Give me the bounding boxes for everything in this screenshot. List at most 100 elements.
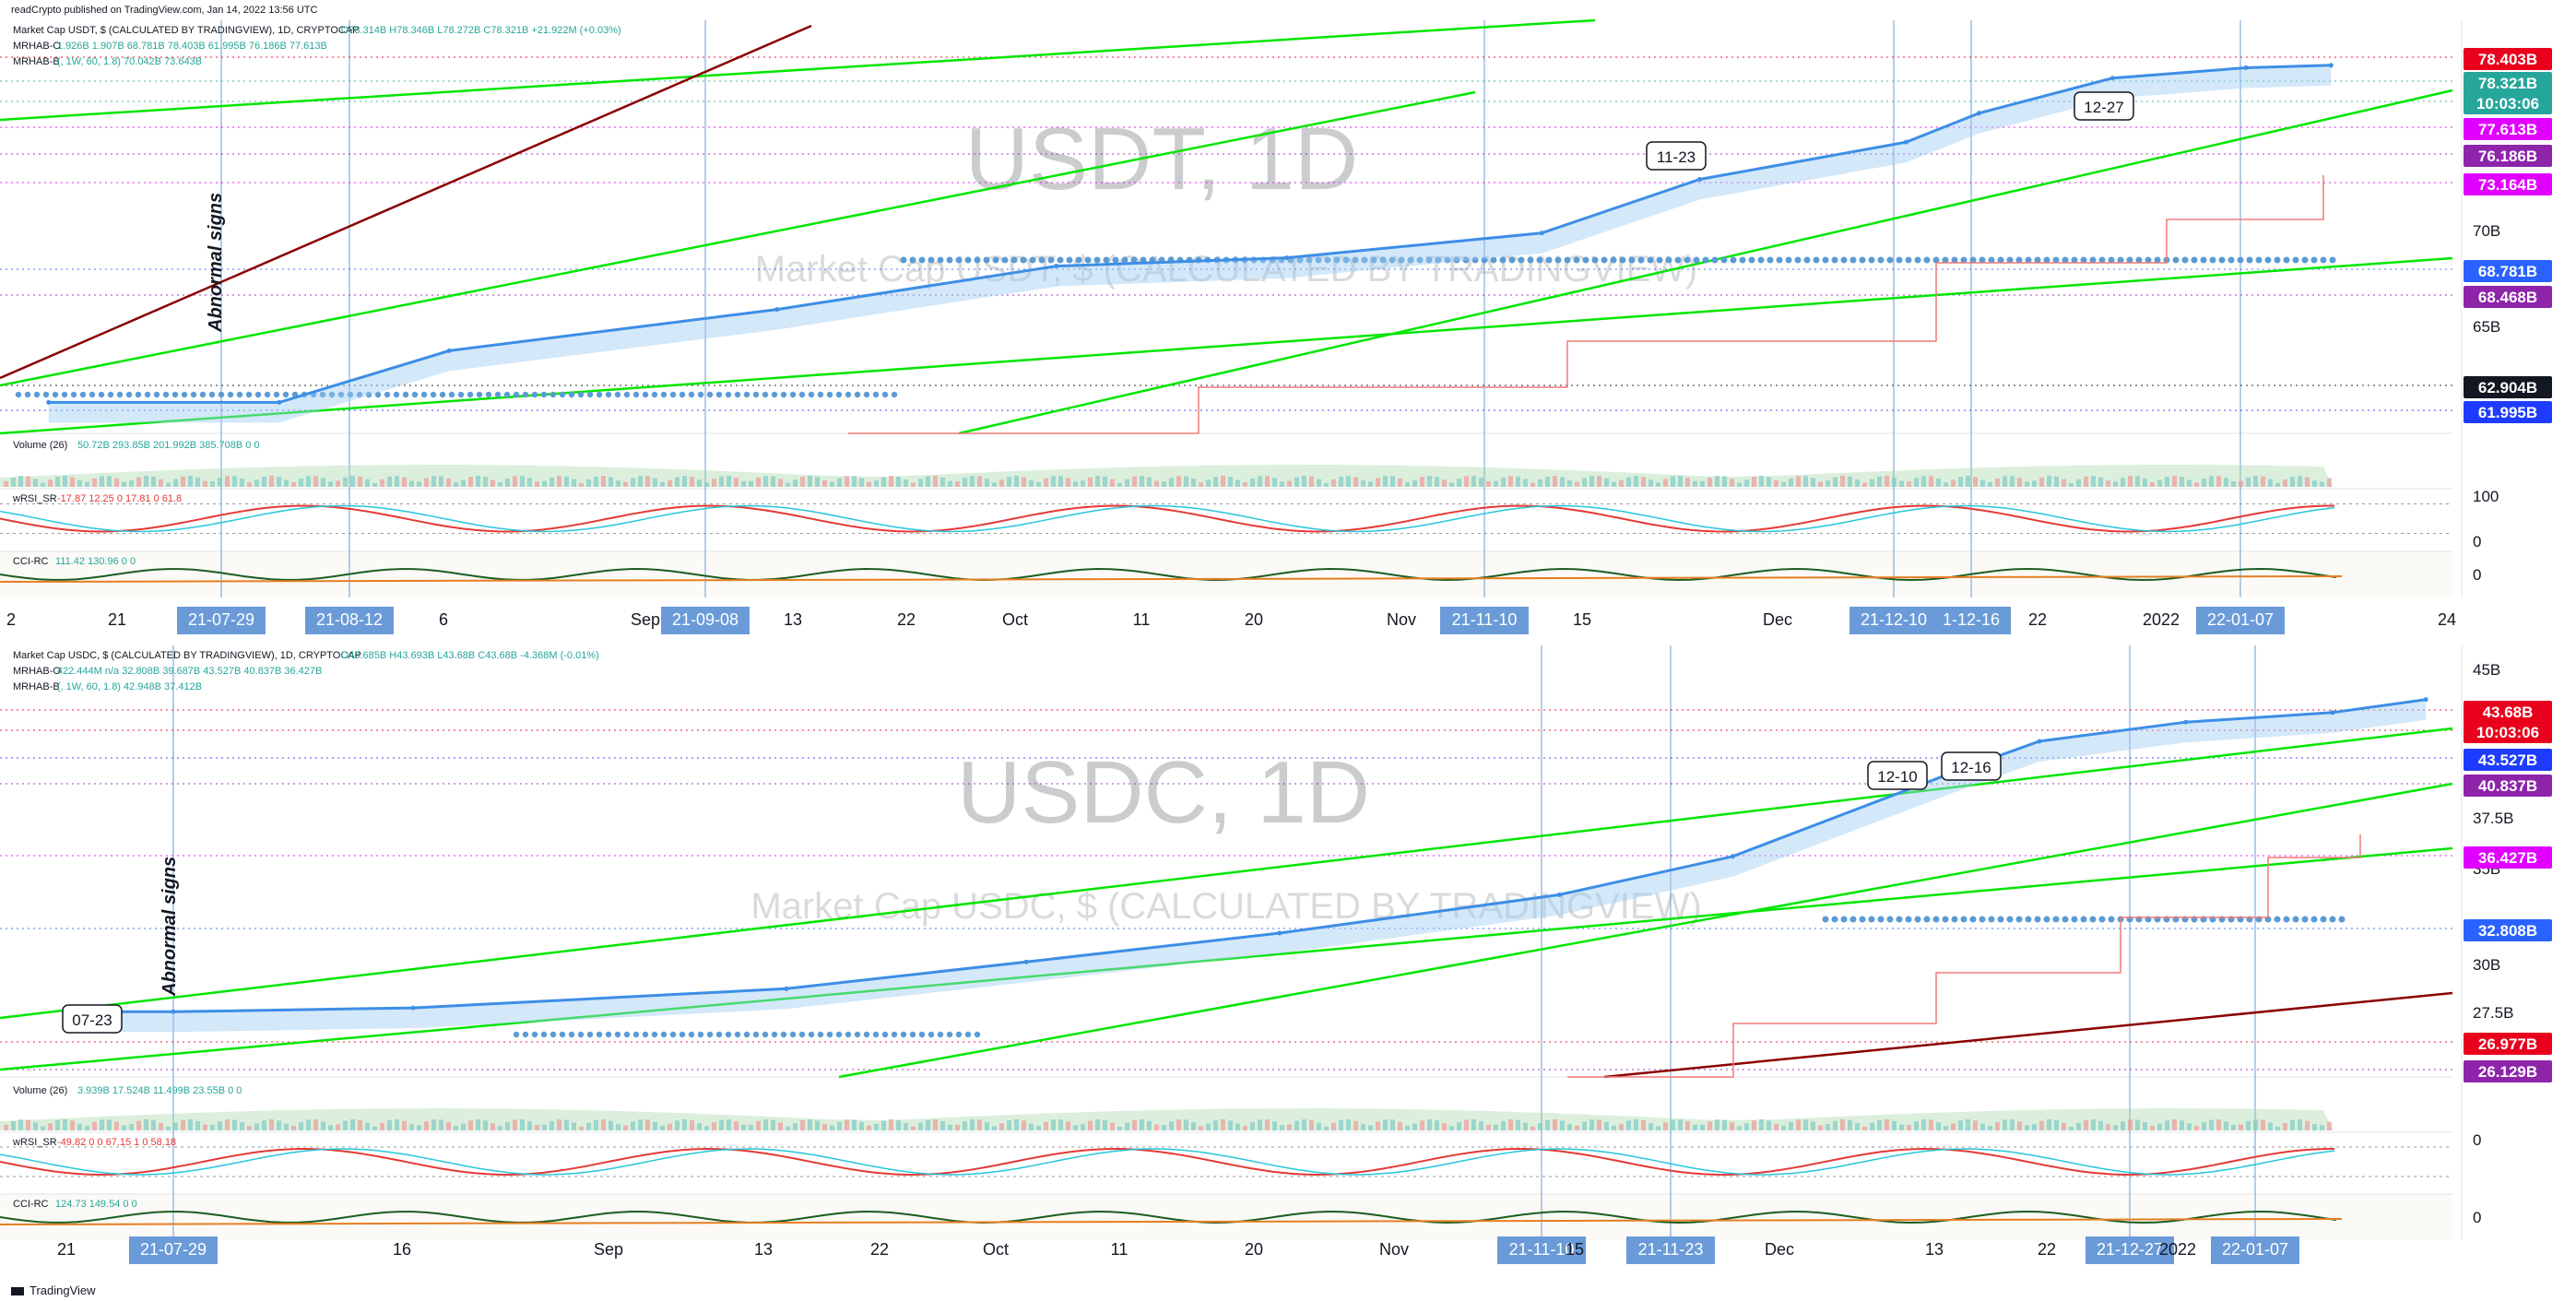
volume-bar bbox=[218, 1121, 222, 1130]
volume-bar bbox=[159, 479, 163, 487]
volume-bar bbox=[1199, 1126, 1203, 1130]
support-dot bbox=[1840, 916, 1848, 923]
volume-bar bbox=[350, 1119, 355, 1130]
volume-bar bbox=[2135, 476, 2140, 487]
volume-bar bbox=[1663, 479, 1668, 487]
volume-bar bbox=[1007, 1120, 1011, 1130]
volume-bar bbox=[586, 1122, 591, 1130]
cci-signal-line bbox=[0, 575, 2343, 583]
volume-bar bbox=[1383, 476, 1388, 487]
cci-tick: 0 bbox=[2473, 1209, 2481, 1226]
support-dot bbox=[1121, 256, 1128, 264]
support-dot bbox=[2191, 256, 2198, 264]
volume-area bbox=[0, 1108, 2333, 1130]
volume-bar bbox=[254, 479, 259, 487]
volume-bar bbox=[1258, 1119, 1262, 1130]
support-dot bbox=[1038, 256, 1046, 264]
x-label: Nov bbox=[1387, 610, 1416, 629]
volume-bar bbox=[992, 482, 997, 487]
volume-bar bbox=[645, 1119, 650, 1130]
support-dot bbox=[402, 391, 409, 398]
support-dot bbox=[1379, 256, 1387, 264]
trend-line bbox=[0, 256, 2453, 435]
volume-bar bbox=[749, 480, 753, 487]
support-dot bbox=[1656, 256, 1663, 264]
support-dot bbox=[1518, 256, 1525, 264]
rsi-label: wRSI_SR bbox=[12, 1137, 57, 1148]
volume-bar bbox=[734, 1121, 739, 1130]
x-label: 24 bbox=[2438, 610, 2456, 629]
volume-bar bbox=[372, 482, 377, 487]
volume-bar bbox=[763, 1119, 768, 1130]
x-label: 15 bbox=[1573, 610, 1591, 629]
price-label: 40.837B bbox=[2478, 777, 2537, 795]
volume-bar bbox=[881, 477, 886, 487]
volume-bar bbox=[70, 477, 75, 487]
volume-bar bbox=[343, 477, 348, 487]
volume-bar bbox=[631, 478, 635, 487]
support-dot bbox=[918, 256, 926, 264]
support-dot bbox=[1739, 256, 1746, 264]
volume-bar bbox=[1117, 1126, 1122, 1130]
support-dot bbox=[476, 391, 483, 398]
support-dot bbox=[513, 391, 520, 398]
support-dot bbox=[826, 391, 833, 398]
volume-bar bbox=[741, 1124, 746, 1130]
series-point bbox=[2037, 739, 2042, 744]
volume-bar bbox=[1744, 1123, 1749, 1130]
volume-bar bbox=[2054, 476, 2059, 487]
volume-bar bbox=[697, 1123, 702, 1130]
volume-bar bbox=[1553, 1119, 1557, 1130]
volume-bar bbox=[712, 479, 716, 487]
volume-bar bbox=[1095, 1119, 1100, 1130]
y-tick-label: 70B bbox=[2473, 222, 2500, 240]
volume-bar bbox=[985, 479, 989, 487]
legend-values: O43.685B H43.693B L43.68B C43.68B -4.368… bbox=[341, 650, 599, 661]
volume-bar bbox=[247, 1126, 252, 1130]
volume-bar bbox=[2327, 1121, 2332, 1130]
support-dot bbox=[337, 391, 345, 398]
volume-bar bbox=[1317, 1122, 1321, 1130]
support-dot bbox=[817, 391, 824, 398]
support-dot bbox=[430, 391, 437, 398]
support-dot bbox=[992, 256, 999, 264]
volume-bar bbox=[409, 1124, 414, 1130]
volume-bar bbox=[2202, 1122, 2206, 1130]
volume-bar bbox=[1663, 1122, 1668, 1130]
volume-bar bbox=[402, 1120, 407, 1130]
support-dot bbox=[1471, 256, 1479, 264]
volume-bar bbox=[1221, 1119, 1225, 1130]
volume-bar bbox=[240, 479, 244, 487]
volume-bar bbox=[2047, 1119, 2051, 1130]
callout-label: 12-27 bbox=[2084, 99, 2123, 116]
price-label: 76.186B bbox=[2478, 148, 2537, 165]
volume-bar bbox=[1988, 482, 1992, 487]
support-dot bbox=[457, 391, 465, 398]
volume-bar bbox=[1073, 1125, 1078, 1130]
support-dot bbox=[1886, 916, 1894, 923]
x-label: 20 bbox=[1245, 1240, 1263, 1259]
volume-bar bbox=[2054, 1119, 2059, 1130]
volume-bar bbox=[749, 1124, 753, 1130]
volume-bar bbox=[498, 482, 502, 487]
support-dot bbox=[245, 391, 253, 398]
volume-bar bbox=[918, 479, 923, 487]
volume-bar bbox=[100, 1119, 104, 1130]
support-dot bbox=[1859, 256, 1866, 264]
volume-bar bbox=[2113, 481, 2118, 487]
volume-bar bbox=[1818, 481, 1823, 487]
volume-bar bbox=[992, 1126, 997, 1130]
volume-bar bbox=[2327, 478, 2332, 487]
x-label: 2 bbox=[6, 610, 16, 629]
volume-bar bbox=[1671, 476, 1675, 487]
volume-bar bbox=[513, 1119, 517, 1130]
support-dot bbox=[393, 391, 400, 398]
volume-bar bbox=[1331, 479, 1336, 487]
volume-bar bbox=[1294, 1120, 1299, 1130]
x-label-highlight bbox=[1932, 607, 2011, 634]
volume-bar bbox=[321, 478, 325, 487]
volume-bar bbox=[2268, 1122, 2273, 1130]
volume-bar bbox=[1353, 1120, 1358, 1130]
volume-bar bbox=[1944, 482, 1948, 487]
volume-bar bbox=[904, 479, 908, 487]
